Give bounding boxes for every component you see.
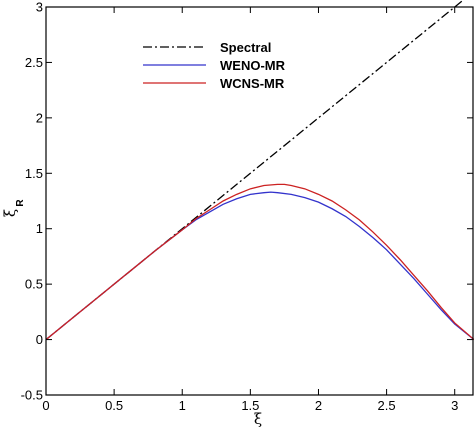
y-tick-label: 2: [36, 110, 43, 125]
y-tick-label: -0.5: [21, 388, 43, 403]
series-line-weno-mr: [45, 191, 474, 341]
x-tick-label: 2.5: [378, 398, 396, 413]
plot-frame: [45, 6, 474, 396]
x-tick-label: 0.5: [105, 398, 123, 413]
series-line-wcns-mr: [45, 183, 474, 341]
y-tick-label: 1: [36, 221, 43, 236]
y-axis-label-subscript: R: [15, 199, 26, 207]
y-axis-label-group: ξ R: [1, 199, 26, 218]
x-axis-label: ξ: [254, 410, 262, 428]
tick-marks: [45, 6, 473, 396]
y-axis-label: ξ: [1, 209, 19, 217]
x-tick-label: 2: [315, 398, 322, 413]
y-tick-label: 1.5: [25, 166, 43, 181]
legend-label: WCNS-MR: [220, 76, 285, 91]
plot-lines: [45, 0, 474, 341]
legend: Spectral WENO-MR WCNS-MR: [143, 40, 286, 91]
y-tick-label: 3: [36, 0, 43, 15]
x-tick-label: 1.5: [241, 398, 259, 413]
y-tick-label: 0: [36, 332, 43, 347]
x-tick-label: 1: [179, 398, 186, 413]
x-tick-label: 3: [451, 398, 458, 413]
axes: [45, 6, 474, 396]
tick-labels: 0 0.5 1 1.5 2 2.5 3-0.500.511.522.53: [21, 0, 459, 413]
y-tick-label: 0.5: [25, 277, 43, 292]
y-tick-label: 2.5: [25, 55, 43, 70]
x-tick-label: 0: [42, 398, 49, 413]
legend-label: Spectral: [220, 40, 271, 55]
legend-label: WENO-MR: [220, 58, 286, 73]
